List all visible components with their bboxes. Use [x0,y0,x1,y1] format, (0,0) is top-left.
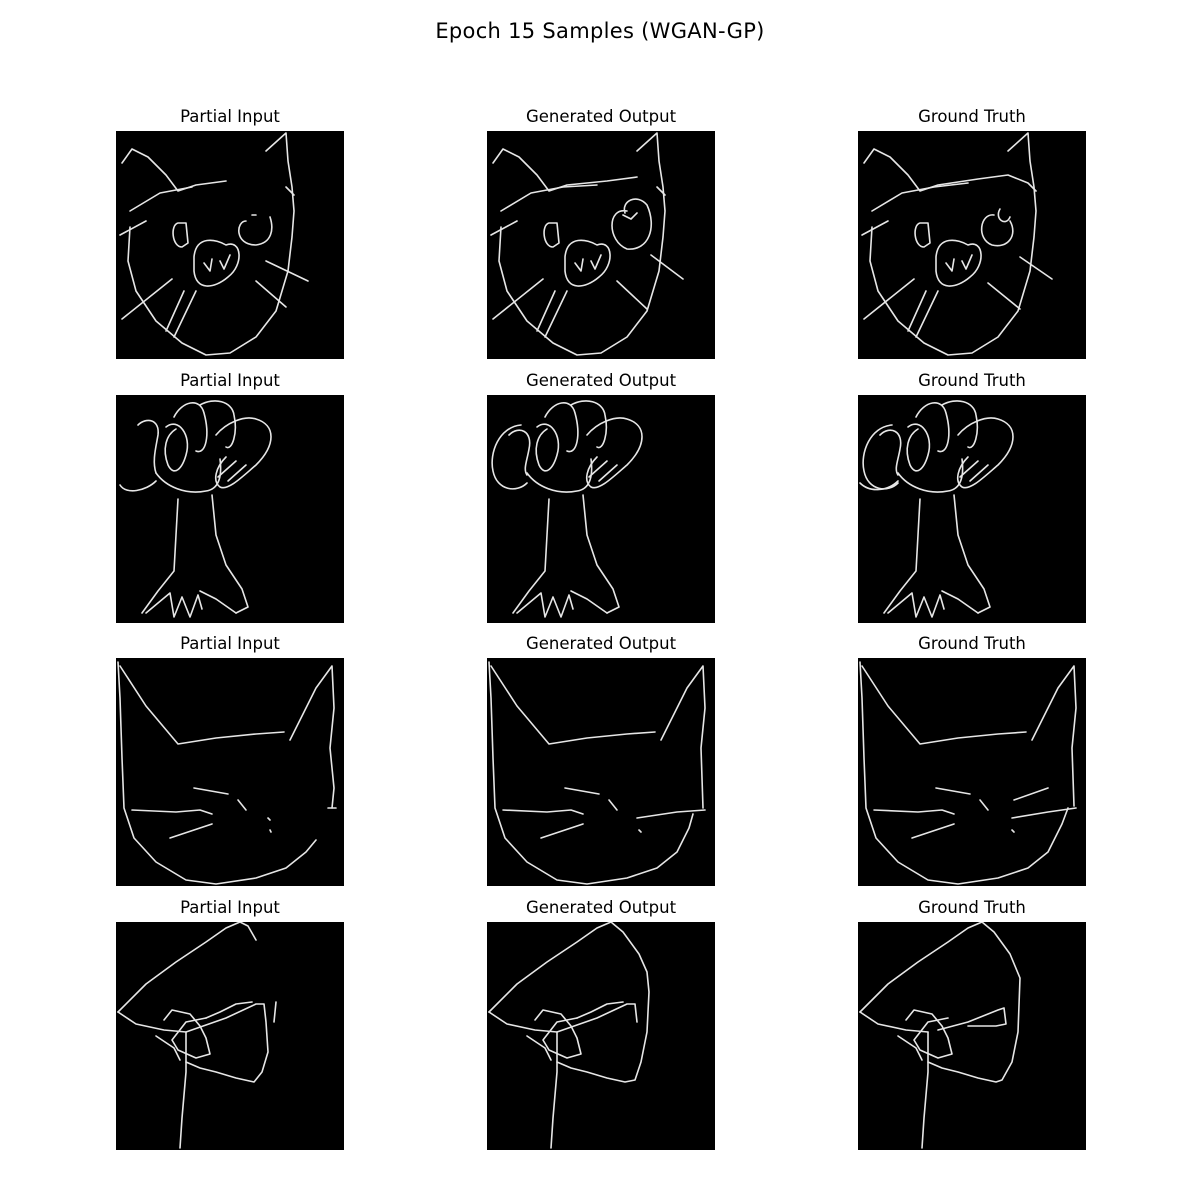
panel-title: Ground Truth [918,634,1026,653]
sketch-cat-generated [487,131,715,359]
panel-title: Generated Output [525,898,677,917]
panel-row3-ground-truth: Ground Truth [858,634,1086,886]
panel-title: Generated Output [525,107,677,126]
panel-row3-generated-output: Generated Output [487,634,715,886]
panel-title: Partial Input [180,634,280,653]
sketch-abstract-ground-truth [858,922,1086,1150]
panel-title: Generated Output [525,634,677,653]
panel-title: Ground Truth [918,371,1026,390]
sketch-cat-ground-truth [858,131,1086,359]
panel-row3-partial-input: Partial Input [116,634,344,886]
panel-row2-partial-input: Partial Input [116,371,344,623]
figure-title: Epoch 15 Samples (WGAN-GP) [435,19,765,43]
sketch-tree-partial [116,395,344,623]
panel-title: Partial Input [180,898,280,917]
panel-title: Partial Input [180,371,280,390]
sketch-cathead-generated [487,658,715,886]
panel-row1-generated-output: Generated Output [487,107,715,359]
sketch-cathead-ground-truth [858,658,1086,886]
panel-title: Generated Output [525,371,677,390]
sketch-abstract-generated [487,922,715,1150]
panel-row4-generated-output: Generated Output [487,898,715,1150]
panel-title: Ground Truth [918,898,1026,917]
panel-row2-ground-truth: Ground Truth [858,371,1086,623]
sketch-cat-partial [116,131,344,359]
panel-title: Ground Truth [918,107,1026,126]
panel-row1-ground-truth: Ground Truth [858,107,1086,359]
panel-row2-generated-output: Generated Output [487,371,715,623]
panel-row4-partial-input: Partial Input [116,898,344,1150]
sketch-tree-generated [487,395,715,623]
sketch-abstract-partial [116,922,344,1150]
sketch-tree-ground-truth [858,395,1086,623]
sketch-cathead-partial [116,658,344,886]
panel-row1-partial-input: Partial Input [116,107,344,359]
panel-row4-ground-truth: Ground Truth [858,898,1086,1150]
panel-title: Partial Input [180,107,280,126]
